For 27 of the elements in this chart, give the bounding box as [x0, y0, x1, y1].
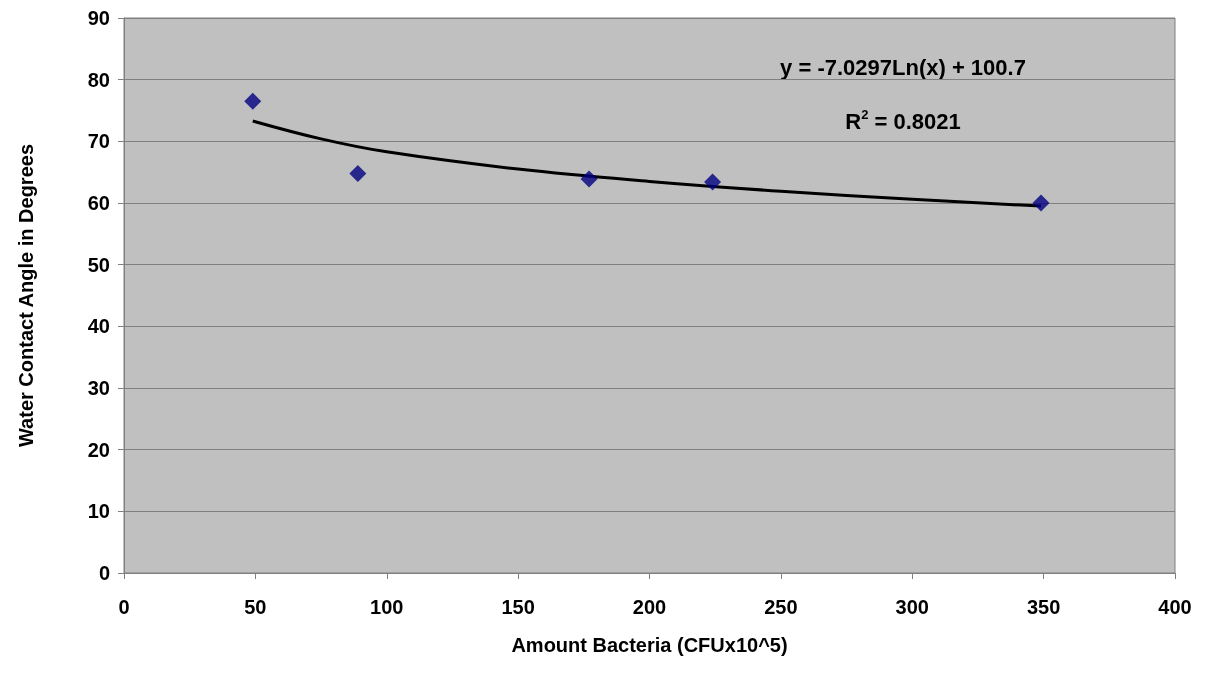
annotation: y = -7.0297Ln(x) + 100.7 — [780, 54, 1026, 80]
y-tick-label: 30 — [87, 377, 110, 399]
point — [244, 92, 262, 110]
point — [704, 173, 722, 191]
x-tick-label: 100 — [370, 596, 404, 618]
y-tick-label: 10 — [87, 500, 110, 523]
y-tick-label: 20 — [87, 438, 110, 461]
y-tick-label: 0 — [98, 562, 110, 584]
x-tick-label: 50 — [244, 596, 267, 618]
x-tick-label: 350 — [1026, 596, 1061, 618]
point — [580, 170, 598, 188]
y-tick-label: 60 — [87, 192, 110, 214]
x-tick-label: 150 — [501, 596, 535, 618]
point — [1032, 194, 1050, 212]
y-tick-label: 70 — [87, 130, 110, 153]
x-tick-label: 250 — [764, 596, 798, 618]
x-tick-label: 200 — [632, 596, 667, 618]
point — [349, 164, 367, 182]
y-tick-label: 40 — [87, 315, 110, 338]
x-axis-title: Amount Bacteria (CFUx10^5) — [511, 634, 788, 656]
x-tick-label: 400 — [1158, 596, 1192, 618]
y-axis-title: Water Contact Angle in Degrees — [15, 143, 37, 448]
y-tick-label: 90 — [87, 7, 110, 29]
x-tick-label: 300 — [895, 596, 929, 618]
y-tick-label: 50 — [87, 253, 110, 276]
x-tick-label: 0 — [118, 596, 130, 618]
y-tick-label: 80 — [87, 68, 110, 91]
